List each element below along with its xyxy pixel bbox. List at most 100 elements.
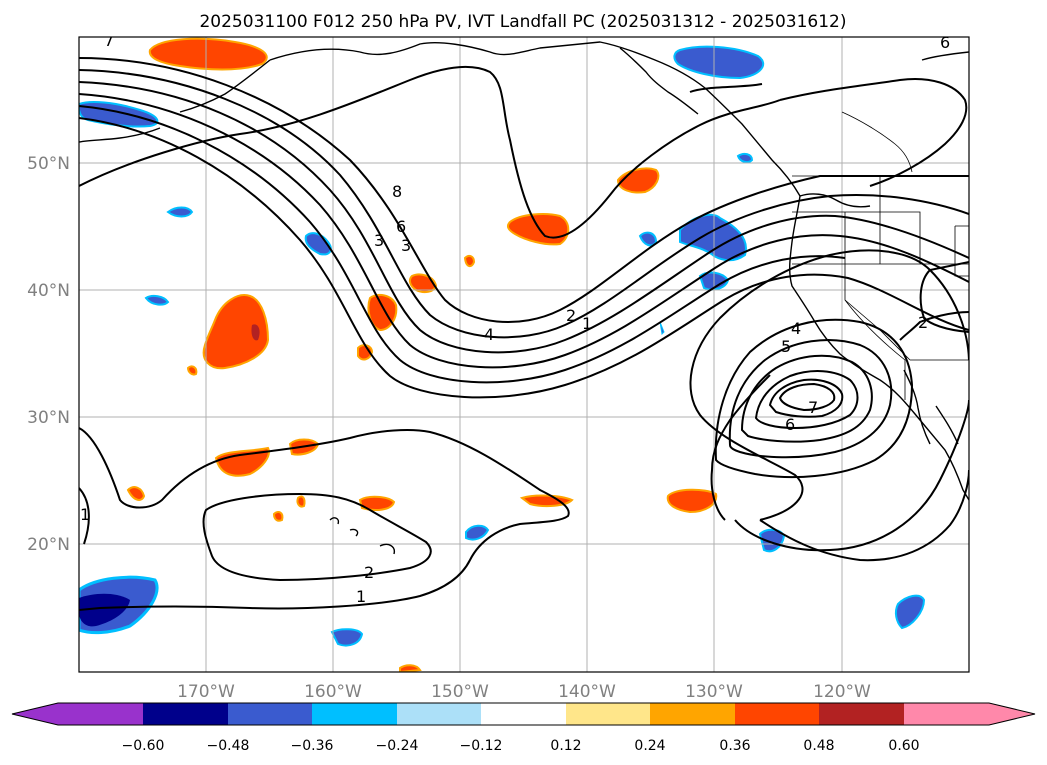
colorbar-swatch <box>650 703 735 725</box>
contour-label: 4 <box>484 325 494 344</box>
colorbar-swatch <box>58 703 143 725</box>
pv-negative-blob <box>638 231 658 247</box>
contour-line <box>79 81 969 354</box>
colorbar-tick-label: 0.60 <box>888 738 919 754</box>
colorbar-swatch <box>819 703 904 725</box>
contour-line <box>734 399 969 552</box>
contour-label: 6 <box>785 415 795 434</box>
contour-line <box>79 427 570 611</box>
pv-negative-blob <box>673 45 765 80</box>
contour-label: 1 <box>582 314 592 333</box>
pv-negative-blob <box>736 152 754 164</box>
contour-label: 2 <box>364 563 374 582</box>
contour-label: 1 <box>356 587 366 606</box>
colorbar: −0.60 −0.48 −0.36 −0.24 −0.12 0.12 0.24 … <box>11 702 1036 754</box>
pv-negative-blob <box>79 593 130 627</box>
contour-line <box>778 382 836 412</box>
contour-line <box>728 339 893 459</box>
contour-label: 2 <box>918 313 928 332</box>
colorbar-tick-label: −0.36 <box>291 738 334 754</box>
pv-negative-blob <box>330 628 364 647</box>
colorbar-tick-label: 0.36 <box>719 738 750 754</box>
map-frame <box>78 36 970 673</box>
contour-line <box>79 105 846 384</box>
contour-line <box>79 487 90 545</box>
lat-label: 40°N <box>27 281 70 301</box>
contour-line <box>740 354 873 443</box>
contour-line <box>689 83 763 93</box>
colorbar-swatch <box>143 703 228 725</box>
colorbar-outline <box>11 702 1036 726</box>
pv-positive-blob <box>296 495 306 508</box>
lat-label: 50°N <box>27 154 70 174</box>
colorbar-tick-label: −0.24 <box>376 738 419 754</box>
contour-label: 7 <box>808 398 818 417</box>
contour-label: 2 <box>566 306 576 325</box>
contour-label: 4 <box>791 319 801 338</box>
colorbar-swatch <box>397 703 481 725</box>
contour-line <box>919 261 969 333</box>
figure-title: 2025031100 F012 250 hPa PV, IVT Landfall… <box>199 12 846 32</box>
pv-negative-blob <box>659 321 665 336</box>
lon-label: 150°W <box>431 682 489 702</box>
colorbar-swatch <box>481 703 566 725</box>
contour-labels: 7 8 6 3 3 4 2 1 4 5 7 6 2 2 1 1 6 <box>80 31 950 606</box>
pv-positive-blob <box>126 486 146 501</box>
contour-line <box>79 66 781 239</box>
pv-negative-blob <box>679 213 747 262</box>
lon-label: 130°W <box>685 682 743 702</box>
pv-positive-blob <box>519 494 574 508</box>
colorbar-swatch <box>566 703 650 725</box>
contour-line <box>754 370 859 430</box>
colorbar-swatch <box>735 703 819 725</box>
pv-positive-blob <box>399 664 422 672</box>
lat-label: 30°N <box>27 408 70 428</box>
contour-label: 7 <box>104 31 114 50</box>
pv-negative-blob <box>304 232 332 256</box>
pv-positive-blob <box>214 446 270 477</box>
coastlines <box>79 41 969 555</box>
pv-positive-blob <box>148 37 268 71</box>
colorbar-tick-label: −0.60 <box>122 738 165 754</box>
pv-negative-blob <box>166 206 194 218</box>
pv-negative-blob <box>894 594 926 630</box>
pv-positive-blob <box>251 324 260 341</box>
contour-line <box>79 117 969 399</box>
colorbar-swatches <box>12 703 1035 725</box>
colorbar-swatch <box>228 703 312 725</box>
lon-label: 160°W <box>304 682 362 702</box>
colorbar-tick-label: 0.24 <box>634 738 665 754</box>
colorbar-tick-label: −0.48 <box>207 738 250 754</box>
longitude-labels: 170°W 160°W 150°W 140°W 130°W 120°W <box>177 682 871 702</box>
pv-shading <box>79 37 926 672</box>
lon-label: 170°W <box>177 682 235 702</box>
contour-label: 5 <box>781 337 791 356</box>
contour-line <box>759 469 969 562</box>
contour-line <box>79 57 969 324</box>
lat-label: 20°N <box>27 535 70 555</box>
lon-label: 120°W <box>813 682 871 702</box>
pv-positive-blob <box>666 488 718 514</box>
colorbar-swatch <box>904 703 989 725</box>
lon-label: 140°W <box>558 682 616 702</box>
contour-line <box>768 378 844 418</box>
colorbar-swatch <box>312 703 397 725</box>
colorbar-tick-label: −0.12 <box>460 738 503 754</box>
contour-label: 8 <box>392 182 402 201</box>
map-panel: 7 8 6 3 3 4 2 1 4 5 7 6 2 2 1 1 6 50° <box>27 31 970 702</box>
contour-line <box>779 78 968 187</box>
contour-label: 3 <box>401 236 411 255</box>
contour-label: 6 <box>396 217 406 236</box>
pv-negative-blob <box>758 528 786 553</box>
contour-label: 3 <box>374 231 384 250</box>
ivt-contours <box>79 57 969 611</box>
pv-negative-blob <box>144 294 170 306</box>
latitude-labels: 50°N 40°N 30°N 20°N <box>27 154 70 555</box>
pv-negative-blob <box>465 524 490 541</box>
pv-positive-blob <box>463 254 476 268</box>
colorbar-extend-low <box>12 703 58 725</box>
contour-line <box>79 93 969 369</box>
contour-line <box>202 492 432 582</box>
contour-line <box>79 69 969 339</box>
